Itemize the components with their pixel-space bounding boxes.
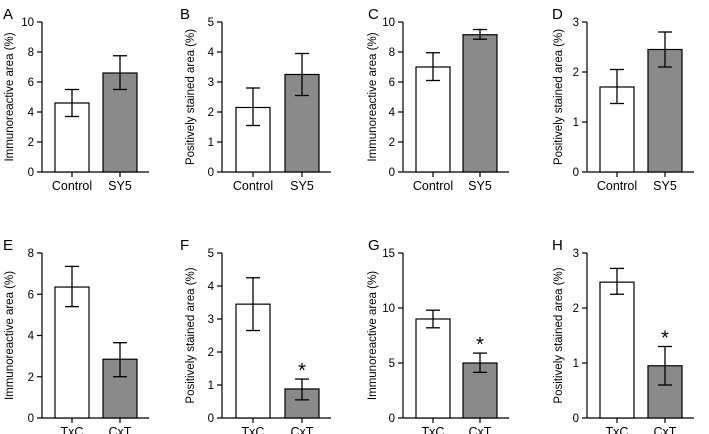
y-tick-label-g: 5 [389,358,395,370]
category-label-a-0: Control [52,179,92,193]
y-axis-label-b: Positively stained area (%) [185,29,197,165]
category-label-b-1: SY5 [290,179,314,193]
y-tick-label-g: 15 [382,248,395,260]
panel-f: F 0 1 2 3 4 5 Positively stained area (%) TxC CxT… [180,237,331,434]
y-tick-label-d: 1 [573,117,579,129]
y-tick-label-a: 10 [21,17,34,29]
category-label-c-1: SY5 [468,179,492,193]
y-tick-label-b: 5 [208,17,214,29]
y-tick-label-f: 2 [208,347,214,359]
y-tick-label-f: 0 [208,413,214,425]
y-axis-label-f: Positively stained area (%) [185,267,197,403]
panel-e: E 0 2 4 6 8 Immunoreactive area (%) TxC CxT [3,237,149,434]
y-tick-label-a: 0 [28,167,34,179]
category-label-h-0: TxC [606,425,629,434]
category-label-f-0: TxC [242,425,265,434]
y-tick-label-h: 2 [573,303,579,315]
panel-letter-h: H [552,237,563,254]
y-tick-label-f: 4 [208,281,215,293]
panel-b: B 0 1 2 3 4 5 Positively stained area (%) Contro… [180,6,331,193]
y-tick-label-e: 6 [28,289,34,301]
bar-c-1 [462,34,498,173]
y-tick-label-h: 1 [573,358,579,370]
category-label-h-1: CxT [654,425,677,434]
category-label-f-1: CxT [291,425,314,434]
y-axis-label-h: Positively stained area (%) [553,267,565,403]
category-label-g-1: CxT [469,425,492,434]
y-tick-label-g: 10 [382,303,395,315]
y-tick-label-h: 0 [573,413,579,425]
y-axis-label-d: Positively stained area (%) [553,29,565,165]
category-label-e-1: CxT [109,425,132,434]
y-tick-label-b: 3 [208,77,214,89]
panel-letter-e: E [3,237,13,254]
y-tick-label-a: 6 [28,77,34,89]
panel-letter-f: F [180,237,189,254]
panel-letter-c: C [368,6,379,23]
y-tick-label-c: 4 [389,107,396,119]
bar-h-0 [599,281,635,419]
bar-c-0 [415,66,451,173]
category-label-c-0: Control [413,179,453,193]
y-axis-label-g: Immunoreactive area (%) [367,271,379,400]
significance-marker-g-1: * [476,334,484,356]
y-tick-label-f: 1 [208,380,214,392]
significance-marker-f-1: * [298,360,306,382]
category-label-b-0: Control [233,179,273,193]
y-tick-label-e: 0 [28,413,34,425]
category-label-d-0: Control [597,179,637,193]
category-label-e-0: TxC [61,425,84,434]
panel-letter-b: B [180,6,190,23]
panel-letter-a: A [3,6,13,23]
bar-g-0 [415,318,451,419]
panel-h: H 0 1 2 3 Positively stained area (%) TxC CxT * [552,237,694,434]
panel-d: D 0 1 2 3 Positively stained area (%) Control S… [552,6,694,193]
y-tick-label-d: 2 [573,67,579,79]
y-tick-label-c: 8 [389,47,395,59]
panel-letter-d: D [552,6,563,23]
y-tick-label-d: 3 [573,17,579,29]
y-axis-label-e: Immunoreactive area (%) [4,271,16,400]
panel-letter-g: G [368,237,380,254]
y-axis-label-c: Immunoreactive area (%) [367,32,379,161]
y-tick-label-a: 8 [28,47,34,59]
y-tick-label-c: 10 [382,17,395,29]
y-tick-label-b: 0 [208,167,214,179]
y-tick-label-h: 3 [573,248,579,260]
y-tick-label-f: 3 [208,314,214,326]
y-axis-label-a: Immunoreactive area (%) [4,32,16,161]
y-tick-label-c: 0 [389,167,395,179]
y-tick-label-f: 5 [208,248,214,260]
y-tick-label-b: 1 [208,137,214,149]
y-tick-label-a: 2 [28,137,34,149]
y-tick-label-d: 0 [573,167,579,179]
panel-a: A 0 2 4 6 8 10 Immunoreactive area (%) Control SY… [3,6,149,193]
category-label-a-1: SY5 [108,179,132,193]
y-tick-label-b: 4 [208,47,215,59]
y-tick-label-g: 0 [389,413,395,425]
y-tick-label-e: 8 [28,248,34,260]
category-label-d-1: SY5 [653,179,677,193]
y-tick-label-b: 2 [208,107,214,119]
y-tick-label-a: 4 [28,107,35,119]
significance-marker-h-1: * [661,328,669,350]
bar-d-1 [647,48,683,173]
y-tick-label-e: 4 [28,331,35,343]
y-tick-label-c: 2 [389,137,395,149]
category-label-g-0: TxC [422,425,445,434]
y-tick-label-c: 6 [389,77,395,89]
y-tick-label-e: 2 [28,372,34,384]
